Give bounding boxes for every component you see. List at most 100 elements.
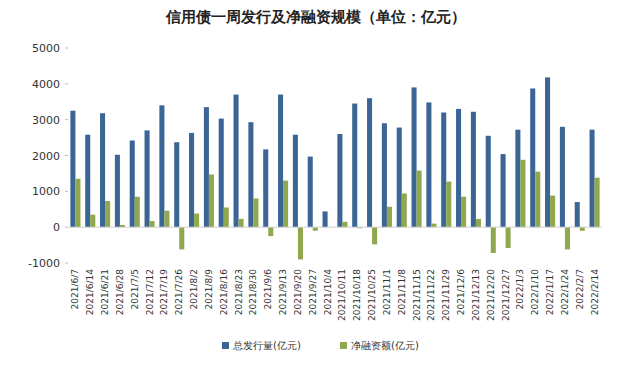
x-tick-label: 2021/6/21 (100, 269, 110, 315)
bar (308, 157, 313, 228)
bar (145, 130, 150, 227)
bar (179, 227, 184, 249)
legend-label: 净融资额(亿元) (351, 340, 419, 351)
y-tick-label: 0 (53, 221, 60, 234)
zero-line (68, 227, 602, 228)
y-tick (65, 191, 68, 192)
bar (402, 193, 407, 227)
title: 信用债一周发行及净融资规模（单位：亿元） (165, 8, 466, 26)
bar (263, 149, 268, 227)
x-tick-label: 2021/9/27 (308, 269, 318, 315)
legend-swatch (340, 342, 347, 349)
bar (224, 207, 229, 227)
x-tick-label: 2021/11/8 (397, 269, 407, 315)
x-tick-label: 2021/8/2 (189, 269, 199, 309)
bar (130, 140, 135, 227)
y-tick (65, 48, 68, 49)
bar (219, 119, 224, 228)
bar (352, 104, 357, 228)
y-tick (65, 119, 68, 120)
y-tick (65, 227, 68, 228)
x-tick-label: 2021/11/1 (382, 269, 392, 315)
bar (70, 111, 75, 227)
bar (506, 227, 511, 248)
x-tick-label: 2022/1/24 (560, 269, 570, 315)
bar (239, 219, 244, 227)
x-tick-label: 2021/10/4 (323, 269, 333, 315)
y-tick-label: -1000 (28, 257, 60, 270)
bar (441, 113, 446, 228)
x-tick-label: 2021/11/29 (441, 269, 451, 321)
y-tick-label: 1000 (32, 185, 60, 198)
bar (426, 102, 431, 227)
bar (565, 227, 570, 249)
x-tick-label: 2021/10/18 (352, 269, 362, 321)
bar (105, 201, 110, 227)
x-tick-label: 2021/6/28 (115, 269, 125, 315)
x-tick-label: 2021/9/6 (263, 269, 273, 310)
bar (342, 222, 347, 227)
x-tick-label: 2021/8/30 (248, 269, 258, 315)
x-tick-label: 2022/1/17 (545, 269, 555, 315)
bar (491, 227, 496, 253)
bar (174, 142, 179, 227)
bar (159, 105, 164, 227)
x-tick-label: 2021/10/25 (367, 269, 377, 321)
bar (530, 88, 535, 227)
bar (471, 112, 476, 227)
y-tick-label: 3000 (32, 114, 60, 127)
bar (431, 224, 436, 228)
y-tick-label: 4000 (32, 78, 60, 91)
x-tick-label: 2021/9/13 (278, 269, 288, 315)
bar (293, 135, 298, 227)
bar (85, 135, 90, 227)
x-tick-label: 2021/8/16 (219, 269, 229, 315)
bar (323, 211, 328, 227)
bar (387, 207, 392, 227)
x-tick-label: 2021/7/19 (159, 269, 169, 315)
x-tick-label: 2021/12/6 (456, 269, 466, 315)
x-tick-label: 2021/7/5 (130, 269, 140, 309)
chart: 信用债一周发行及净融资规模（单位：亿元）-1000010002000300040… (0, 0, 631, 368)
bar (75, 179, 80, 227)
bar (417, 171, 422, 228)
x-tick-label: 2021/9/20 (293, 269, 303, 315)
bar (313, 227, 318, 231)
bar (372, 227, 377, 244)
bar (461, 197, 466, 227)
x-tick-label: 2022/2/7 (575, 269, 585, 309)
y-tick (65, 263, 68, 264)
bar (456, 109, 461, 227)
x-tick-label: 2021/12/13 (471, 269, 481, 321)
bar (486, 136, 491, 227)
bar (253, 199, 258, 228)
bar (412, 87, 417, 227)
y-tick-label: 5000 (32, 42, 60, 55)
bar (446, 182, 451, 228)
bar (367, 98, 372, 227)
bar (90, 215, 95, 228)
x-tick-label: 2021/12/27 (501, 269, 511, 321)
bar (515, 130, 520, 227)
bar (550, 196, 555, 228)
legend-label: 总发行量(亿元) (232, 340, 301, 351)
x-tick-label: 2021/7/12 (145, 269, 155, 315)
bar (278, 95, 283, 228)
bar (560, 127, 565, 227)
bar (100, 113, 105, 227)
bar (115, 155, 120, 227)
y-tick (65, 83, 68, 84)
bar (204, 107, 209, 227)
x-tick-label: 2021/6/14 (85, 269, 95, 315)
bar (397, 128, 402, 228)
bar (501, 154, 506, 227)
y-tick (65, 155, 68, 156)
bar (298, 227, 303, 259)
bar (135, 197, 140, 227)
bar (520, 160, 525, 227)
bar (382, 123, 387, 227)
bar (189, 133, 194, 227)
bar (575, 202, 580, 227)
bar (209, 174, 214, 227)
bar (268, 227, 273, 236)
